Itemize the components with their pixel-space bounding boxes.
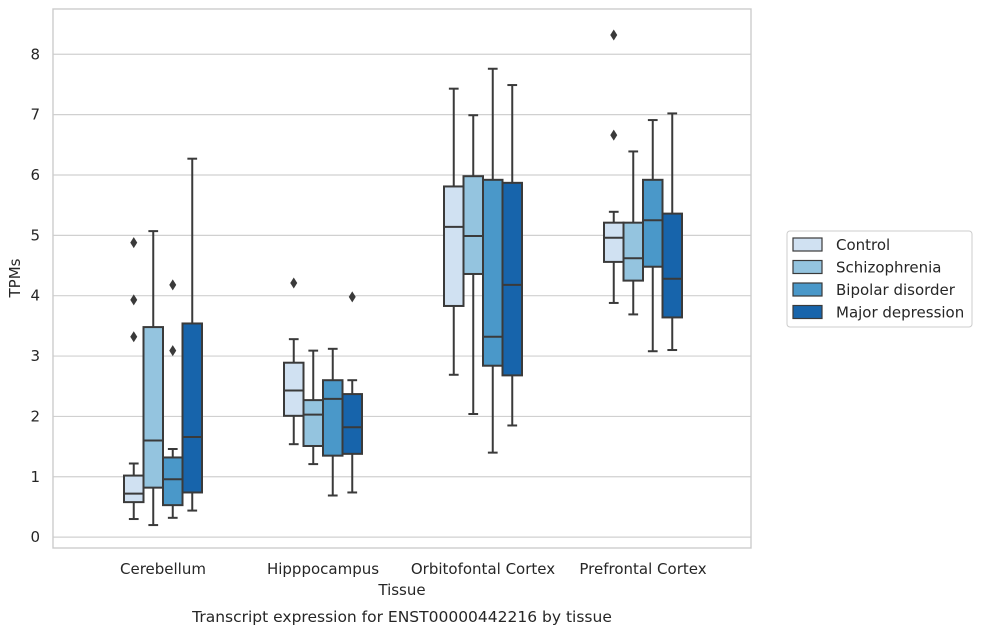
legend-label: Major depression [836,304,964,322]
box-body [462,175,484,275]
box-4-1 [181,157,203,512]
outlier-point [169,279,177,291]
legend-swatch [792,282,823,297]
box-body [142,326,164,489]
box-body [302,399,324,447]
y-tick-label: 7 [30,106,40,124]
plot-frame [52,8,752,549]
y-axis-label: TPMs [6,258,24,298]
box-3-4 [642,119,664,353]
box-body [123,474,145,504]
box-4-3 [501,84,523,427]
legend-label: Bipolar disorder [836,281,956,299]
box-body [661,212,683,319]
box-1-2 [283,277,305,446]
y-tick-label: 8 [30,45,40,63]
legend-swatch [792,304,823,320]
y-tick-label: 0 [30,528,40,546]
y-tick-label: 5 [30,226,40,244]
legend-label: Control [836,236,890,254]
box-1-1 [123,237,145,521]
box-3-1 [162,279,184,519]
y-tick-label: 2 [30,407,40,425]
box-2-2 [302,349,324,466]
box-4-2 [341,291,363,494]
outlier-point [169,345,177,357]
legend-swatch [792,237,823,252]
box-body [322,379,344,457]
outlier-point [610,129,618,141]
outlier-point [290,277,298,289]
box-body [603,221,625,263]
box-body [341,393,363,455]
box-body [482,178,504,367]
box-body [181,322,203,494]
outlier-point [348,291,356,303]
legend-label: Schizophrenia [836,259,941,277]
gridlines [53,53,751,538]
legend: Control Schizophrenia Bipolar disorder Majo… [786,230,973,328]
y-tick-label: 3 [30,347,40,365]
y-tick-labels: 0 1 2 3 4 5 6 7 8 [30,45,40,546]
x-tick-label: Prefrontal Cortex [579,560,706,578]
y-tick-label: 1 [30,468,40,486]
box-body [642,178,664,268]
box-2-1 [142,230,164,527]
outlier-point [610,29,618,41]
box-body [162,456,184,507]
outlier-point [130,331,138,343]
x-tick-label: Cerebellum [120,560,206,578]
box-1-4 [603,29,625,304]
legend-frame [786,230,973,328]
x-axis-label: Tissue [377,581,425,599]
box-4-4 [661,112,683,352]
box-body [443,185,465,307]
box-body [283,361,305,417]
y-tick-label: 4 [30,287,40,305]
outlier-point [130,294,138,306]
box-body [501,181,523,377]
chart-caption: Transcript expression for ENST0000044221… [191,608,612,626]
legend-swatch [792,259,823,275]
box-body [622,221,644,282]
y-tick-label: 6 [30,166,40,184]
x-tick-label: Hipppocampus [267,560,379,578]
box-group [123,29,683,527]
box-2-3 [462,114,484,416]
outlier-point [130,237,138,249]
x-tick-labels: Cerebellum Hipppocampus Orbitofontal Corte… [120,560,707,578]
x-tick-label: Orbitofontal Cortex [411,560,555,578]
